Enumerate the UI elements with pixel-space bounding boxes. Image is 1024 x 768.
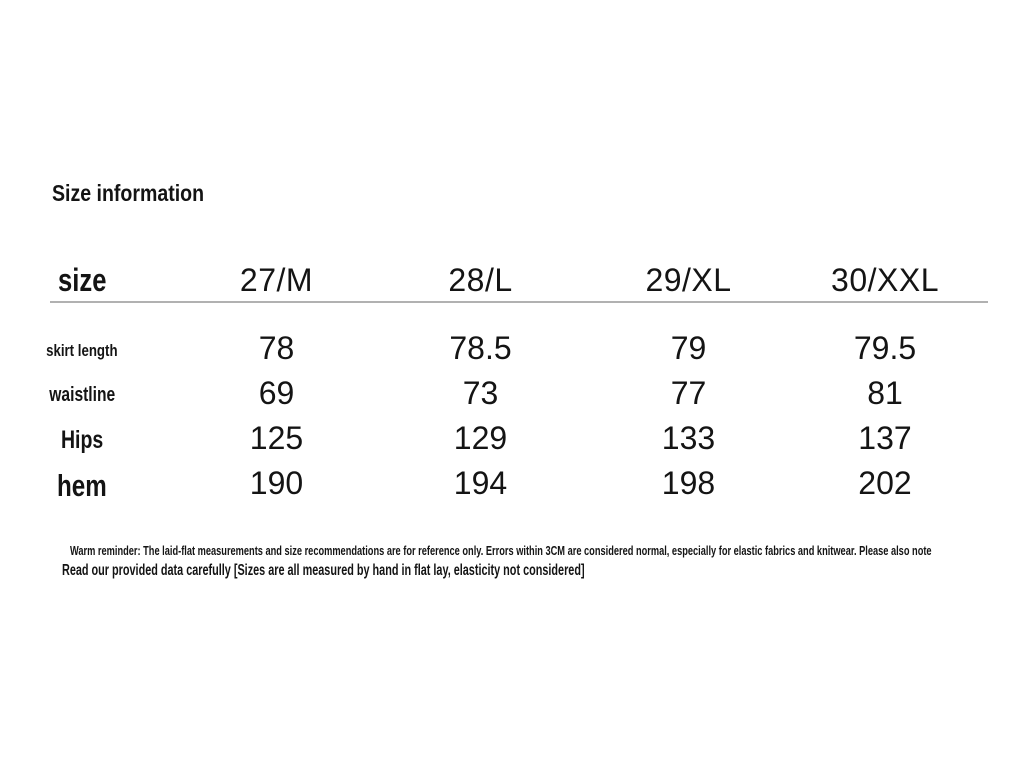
cell-skirt-length-29xl: 79: [670, 329, 707, 366]
size-header-label: size: [57, 262, 107, 298]
cell-skirt-length-27m: 78: [258, 329, 295, 366]
cell-skirt-length-28l: 78.5: [449, 329, 512, 366]
row-label-hips-text: Hips: [60, 425, 104, 454]
header-divider: [50, 301, 988, 303]
cell-waistline-27m: 69: [258, 374, 295, 411]
column-header-29xl: 29/XL: [645, 262, 732, 298]
page-title-text: Size information: [52, 180, 205, 206]
warm-reminder-text: Warm reminder: The laid-flat measurement…: [70, 544, 932, 558]
measurement-note: Read our provided data carefully [Sizes …: [62, 562, 809, 581]
cell-hips-30xxl: 137: [858, 419, 912, 456]
warm-reminder-note: Warm reminder: The laid-flat measurement…: [70, 544, 1024, 559]
cell-hem-27m: 190: [249, 464, 304, 501]
cell-hips-29xl: 133: [661, 419, 716, 456]
column-header-30xxl: 30/XXL: [831, 262, 939, 298]
size-table-body: skirt length 78 78.5 79 79.5 waistline 6…: [30, 325, 977, 505]
column-header-27m: 27/M: [239, 262, 314, 298]
cell-skirt-length-30xxl: 79.5: [853, 329, 917, 366]
cell-waistline-29xl: 77: [670, 374, 707, 411]
cell-hips-27m: 125: [249, 419, 304, 456]
row-label-skirt-length: skirt length: [30, 337, 134, 359]
cell-waistline-30xxl: 81: [867, 374, 903, 411]
size-header-cell: size: [30, 264, 134, 296]
cell-hem-29xl: 198: [661, 464, 716, 501]
row-label-hips: Hips: [30, 423, 134, 453]
row-label-skirt-length-text: skirt length: [46, 340, 118, 360]
measurement-note-text: Read our provided data carefully [Sizes …: [62, 562, 585, 579]
row-label-hem-text: hem: [57, 467, 107, 503]
cell-hem-30xxl: 202: [858, 464, 912, 501]
cell-waistline-28l: 73: [462, 374, 499, 411]
row-label-hem: hem: [30, 465, 134, 501]
column-header-28l: 28/L: [448, 262, 513, 298]
row-label-waistline-text: waistline: [49, 384, 115, 406]
cell-hem-28l: 194: [453, 464, 508, 501]
row-label-waistline: waistline: [30, 380, 134, 405]
page-title: Size information: [52, 180, 231, 208]
cell-hips-28l: 129: [453, 419, 508, 456]
table-header-row: size 27/M 28/L 29/XL 30/XXL: [30, 250, 977, 296]
